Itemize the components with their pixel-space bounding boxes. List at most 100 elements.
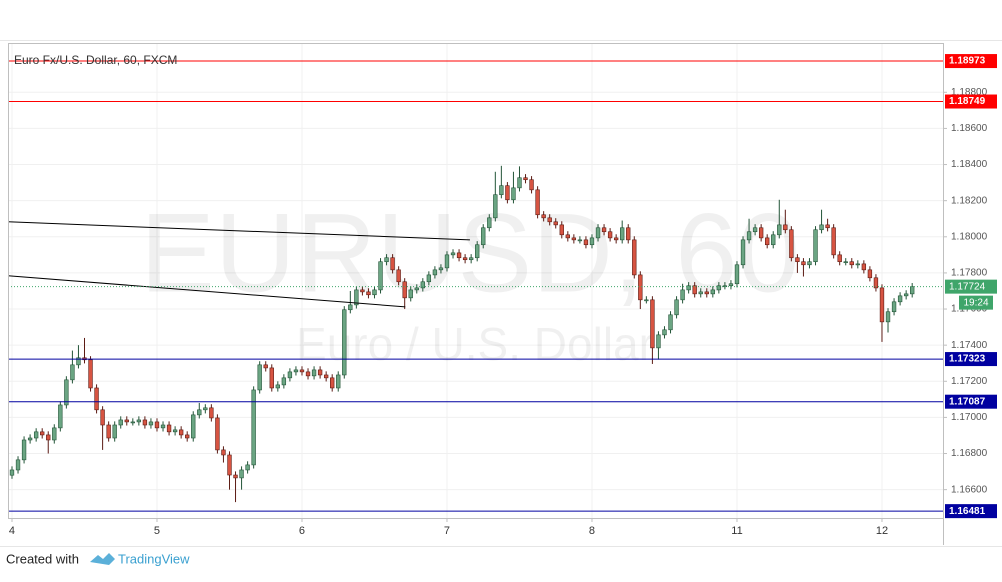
candle-body [269, 367, 274, 389]
x-tick-label: 6 [299, 525, 305, 537]
y-tick-label: 1.18600 [951, 123, 988, 134]
candle-body [384, 257, 389, 263]
candle-body [299, 369, 305, 373]
candle-body [475, 244, 480, 259]
candle-body [722, 285, 728, 288]
candle-body [21, 439, 27, 461]
footer-brand[interactable]: TradingView [118, 551, 190, 566]
y-tick-label: 1.17800 [951, 268, 988, 279]
level-label-box [945, 54, 997, 69]
level-label-box [945, 504, 997, 519]
candle-body [342, 309, 347, 376]
candle-body [765, 237, 770, 246]
candle-body [885, 311, 891, 323]
candle-body [402, 281, 407, 299]
candle-body [378, 261, 383, 291]
candle-body [94, 387, 99, 411]
candle-body [698, 291, 703, 295]
candle-body [662, 329, 667, 336]
candle-body [275, 384, 280, 389]
candle-body [142, 419, 148, 426]
watermark-subtitle: Euro / U.S. Dollar [296, 318, 654, 370]
candle-body [305, 371, 311, 377]
candle-body [807, 261, 812, 266]
axis-labels: 1.166001.168001.170001.172001.174001.176… [9, 54, 997, 537]
candle-body [396, 269, 401, 283]
candle-body [607, 231, 613, 239]
candle-body [70, 364, 75, 381]
candle-body [873, 277, 879, 289]
grid [8, 43, 943, 518]
candle-body [601, 227, 607, 233]
candle-body [565, 234, 570, 239]
candle-body [154, 421, 160, 429]
candle-body [680, 289, 685, 301]
candle-body [632, 239, 637, 276]
candle-body [221, 449, 226, 456]
candle-body [795, 257, 800, 263]
candle-body [613, 237, 619, 241]
last-price-label: 1.17724 [949, 281, 986, 292]
level-label-box [945, 94, 997, 109]
candle-body [583, 239, 589, 246]
candle-body [100, 409, 105, 426]
level-label: 1.17323 [949, 354, 986, 365]
candle-body [414, 287, 419, 291]
candle-body [783, 224, 788, 231]
candle-body [233, 474, 238, 479]
candle-body [9, 469, 15, 476]
candle-body [197, 409, 202, 416]
level-label-box [945, 394, 997, 409]
marks [7, 60, 943, 512]
candle-body [499, 185, 504, 196]
candle-body [215, 417, 220, 451]
candle-body [426, 274, 432, 283]
candle-body [668, 314, 673, 331]
trend-line [7, 275, 406, 308]
candle-body [740, 239, 746, 266]
candle-body [481, 227, 486, 246]
candle-body [15, 459, 21, 471]
candle-body [172, 429, 178, 433]
candle-body [245, 464, 250, 471]
x-tick-label: 8 [589, 525, 595, 537]
candle-body [336, 374, 341, 389]
candle-body [626, 227, 631, 241]
candle-body [58, 404, 63, 429]
candle-body [330, 377, 335, 389]
candle-body [855, 263, 860, 266]
candle-body [293, 369, 299, 373]
candle-body [450, 252, 456, 256]
candle-body [511, 187, 516, 201]
y-tick-label: 1.18400 [951, 159, 988, 170]
candle-body [523, 177, 528, 181]
candle-body [692, 285, 697, 295]
candle-body [52, 427, 57, 441]
candle-body [438, 267, 444, 271]
candle-body [559, 224, 564, 236]
trend-line [7, 221, 470, 241]
candle-body [257, 364, 262, 391]
level-label-box [945, 352, 997, 367]
candle-body [239, 469, 244, 479]
y-tick-label: 1.18000 [951, 231, 988, 242]
candle-body [553, 221, 558, 226]
candle-body [758, 227, 764, 239]
candle-body [837, 254, 842, 263]
candle-body [33, 431, 39, 439]
candle-body [650, 299, 655, 349]
level-label: 1.18749 [949, 96, 986, 107]
candle-body [716, 285, 722, 291]
candle-body [771, 234, 776, 246]
candle-body [674, 299, 679, 316]
candle-body [710, 289, 715, 295]
candle-body [40, 431, 45, 436]
candle-body [420, 281, 425, 289]
candle-body [571, 237, 577, 241]
candle-body [547, 217, 552, 223]
candle-body [27, 437, 33, 441]
x-tick-label: 5 [154, 525, 160, 537]
x-tick-label: 11 [731, 525, 742, 537]
candle-body [777, 224, 782, 236]
